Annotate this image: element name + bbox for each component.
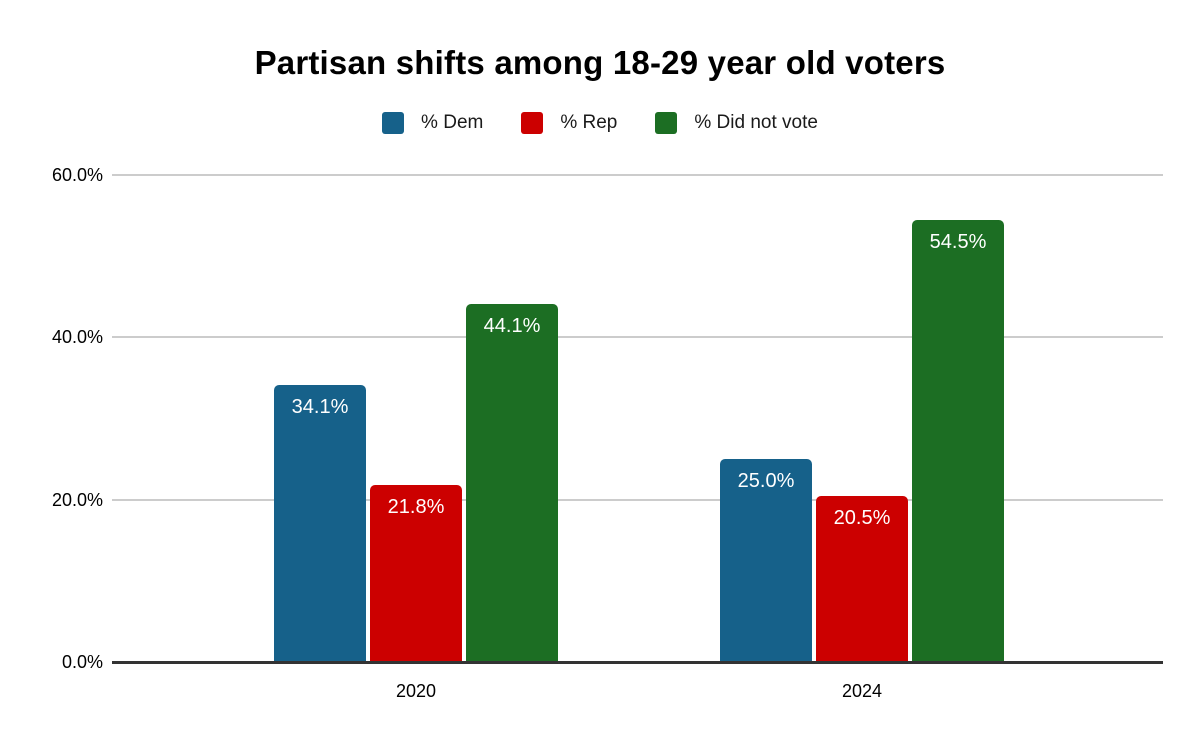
x-category-label-2020: 2020 [395, 681, 437, 701]
legend-label-dem: % Dem [421, 112, 484, 133]
legend-swatch-did-not-vote-icon [655, 112, 678, 134]
legend-swatch-rep-icon [521, 112, 544, 134]
y-tick-label-0: 0.0% [61, 652, 103, 672]
bar-2020-dem: 34.1% [274, 385, 366, 662]
bar-value-label: 25.0% [737, 470, 795, 493]
x-category-label-2024: 2024 [841, 681, 883, 701]
bar-2020-rep: 21.8% [370, 485, 462, 662]
legend: % Dem % Rep % Did not vote [0, 112, 1200, 134]
bar-2024-rep: 20.5% [816, 495, 908, 662]
legend-label-did-not-vote: % Did not vote [694, 112, 818, 133]
bar-value-label: 21.8% [387, 496, 445, 519]
y-tick-label-40: 40.0% [51, 327, 103, 348]
legend-label-rep: % Rep [560, 112, 618, 133]
legend-item-rep: % Rep [521, 112, 617, 134]
bar-2024-dem: 25.0% [720, 459, 812, 662]
gridline-40 [112, 336, 1163, 339]
x-axis-line [112, 661, 1163, 664]
bar-value-label: 34.1% [291, 396, 349, 419]
bar-2024-did-not-vote: 54.5% [912, 219, 1004, 662]
legend-item-dem: % Dem [382, 112, 483, 134]
y-tick-label-20: 20.0% [51, 489, 103, 510]
chart-title: Partisan shifts among 18-29 year old vot… [254, 44, 946, 81]
bar-2020-did-not-vote: 44.1% [466, 304, 558, 662]
y-tick-label-60: 60.0% [51, 165, 103, 185]
bar-value-label: 44.1% [483, 315, 541, 338]
legend-swatch-dem-icon [382, 112, 405, 134]
gridline-20 [112, 498, 1163, 501]
legend-item-did-not-vote: % Did not vote [655, 112, 818, 134]
bar-value-label: 54.5% [929, 230, 987, 253]
bar-value-label: 20.5% [833, 506, 891, 529]
gridline-60 [112, 174, 1163, 176]
